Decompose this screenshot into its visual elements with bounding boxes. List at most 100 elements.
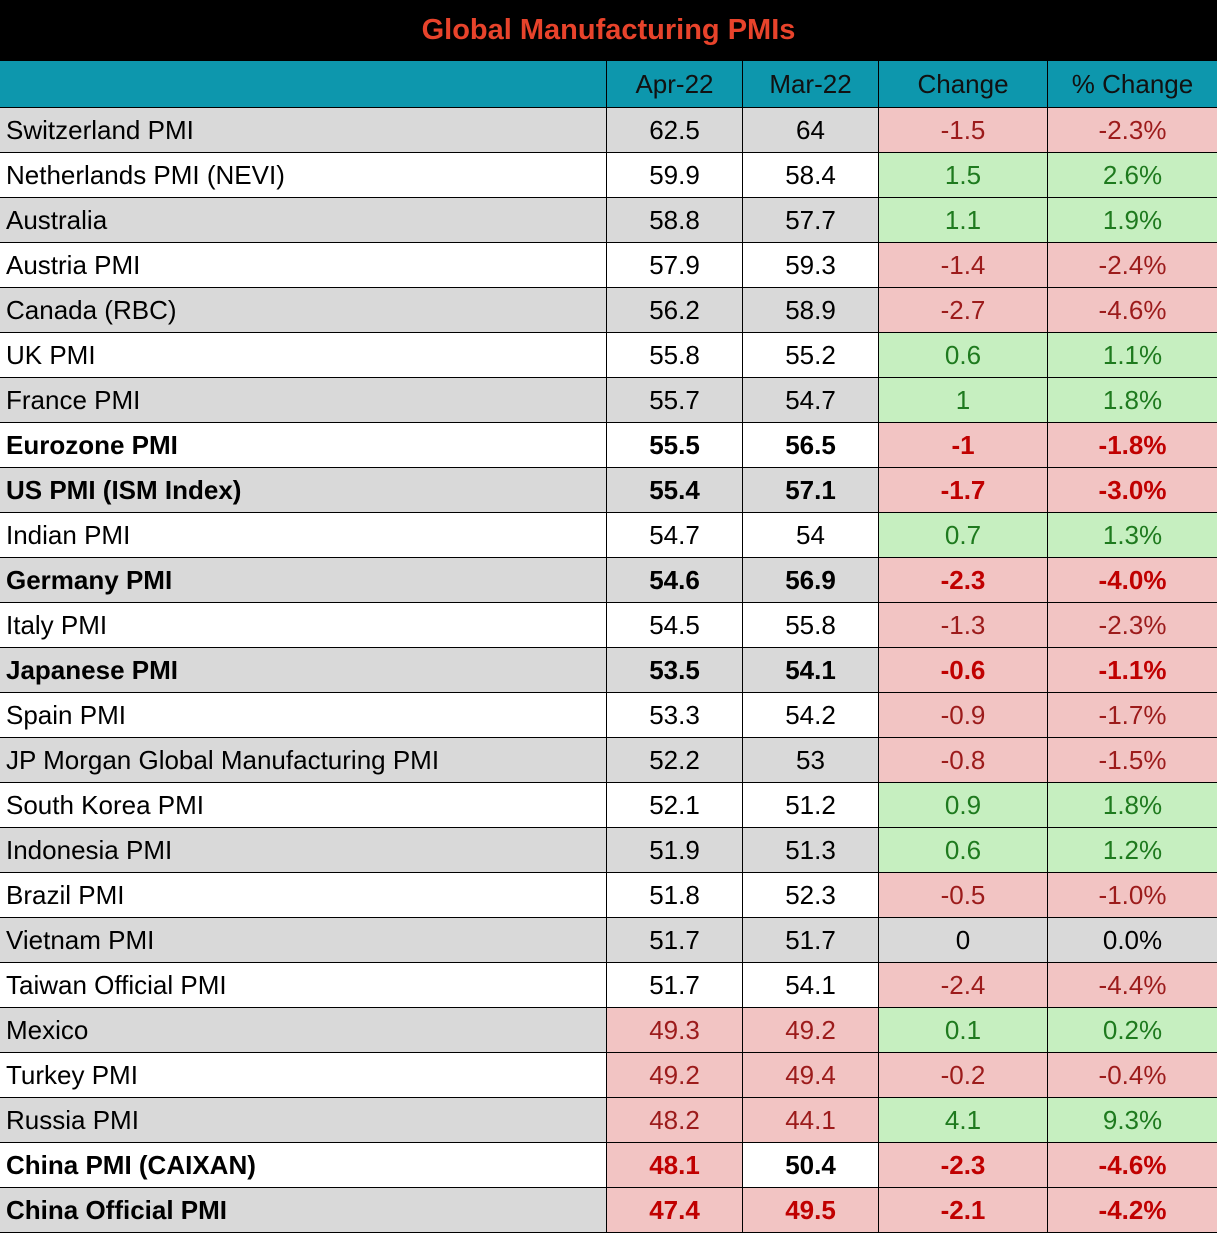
cell-change: 0.1 xyxy=(879,1008,1048,1052)
row-name: Switzerland PMI xyxy=(0,108,607,152)
cell-pct-change: 1.1% xyxy=(1048,333,1217,377)
row-name: Italy PMI xyxy=(0,603,607,647)
table-row: Canada (RBC) 56.2 58.9 -2.7 -4.6% xyxy=(0,288,1217,333)
table-row: Switzerland PMI 62.5 64 -1.5 -2.3% xyxy=(0,108,1217,153)
row-name: UK PMI xyxy=(0,333,607,377)
cell-pct-change: 1.9% xyxy=(1048,198,1217,242)
row-name: China PMI (CAIXAN) xyxy=(0,1143,607,1187)
row-name: Netherlands PMI (NEVI) xyxy=(0,153,607,197)
header-row: Apr-22 Mar-22 Change % Change xyxy=(0,61,1217,108)
cell-apr: 51.8 xyxy=(607,873,743,917)
cell-change: -0.5 xyxy=(879,873,1048,917)
cell-apr: 56.2 xyxy=(607,288,743,332)
cell-pct-change: -2.4% xyxy=(1048,243,1217,287)
cell-change: -0.2 xyxy=(879,1053,1048,1097)
cell-mar: 55.2 xyxy=(743,333,879,377)
cell-change: -2.1 xyxy=(879,1188,1048,1232)
cell-mar: 55.8 xyxy=(743,603,879,647)
cell-apr: 47.4 xyxy=(607,1188,743,1232)
table-row: UK PMI 55.8 55.2 0.6 1.1% xyxy=(0,333,1217,378)
table-row: Austria PMI 57.9 59.3 -1.4 -2.4% xyxy=(0,243,1217,288)
table-row: Mexico 49.3 49.2 0.1 0.2% xyxy=(0,1008,1217,1053)
cell-pct-change: 1.3% xyxy=(1048,513,1217,557)
cell-change: 1 xyxy=(879,378,1048,422)
cell-mar: 54 xyxy=(743,513,879,557)
table-row: JP Morgan Global Manufacturing PMI 52.2 53… xyxy=(0,738,1217,783)
table-row: Netherlands PMI (NEVI) 59.9 58.4 1.5 2.6% xyxy=(0,153,1217,198)
cell-apr: 55.8 xyxy=(607,333,743,377)
row-name: Russia PMI xyxy=(0,1098,607,1142)
cell-mar: 49.2 xyxy=(743,1008,879,1052)
cell-mar: 56.9 xyxy=(743,558,879,602)
cell-pct-change: 9.3% xyxy=(1048,1098,1217,1142)
cell-pct-change: -1.0% xyxy=(1048,873,1217,917)
cell-change: -1.5 xyxy=(879,108,1048,152)
cell-mar: 51.7 xyxy=(743,918,879,962)
cell-mar: 49.5 xyxy=(743,1188,879,1232)
table-row: Italy PMI 54.5 55.8 -1.3 -2.3% xyxy=(0,603,1217,648)
cell-mar: 53 xyxy=(743,738,879,782)
row-name: Austria PMI xyxy=(0,243,607,287)
table-row: Vietnam PMI 51.7 51.7 0 0.0% xyxy=(0,918,1217,963)
table-row: Taiwan Official PMI 51.7 54.1 -2.4 -4.4% xyxy=(0,963,1217,1008)
cell-pct-change: -4.0% xyxy=(1048,558,1217,602)
cell-pct-change: -4.6% xyxy=(1048,288,1217,332)
cell-pct-change: -4.4% xyxy=(1048,963,1217,1007)
row-name: JP Morgan Global Manufacturing PMI xyxy=(0,738,607,782)
cell-pct-change: 0.0% xyxy=(1102,924,1163,955)
cell-apr: 57.9 xyxy=(607,243,743,287)
row-name: Mexico xyxy=(0,1008,607,1052)
row-name: Turkey PMI xyxy=(0,1053,607,1097)
cell-apr: 59.9 xyxy=(607,153,743,197)
cell-apr: 54.6 xyxy=(607,558,743,602)
cell-pct-change: -2.3% xyxy=(1048,108,1217,152)
cell-mar: 54.7 xyxy=(743,378,879,422)
cell-mar: 51.2 xyxy=(743,783,879,827)
cell-apr: 53.5 xyxy=(607,648,743,692)
table-row: South Korea PMI 52.1 51.2 0.9 1.8% xyxy=(0,783,1217,828)
table-title: Global Manufacturing PMIs xyxy=(0,0,1217,61)
header-country xyxy=(0,61,607,107)
cell-change: -1 xyxy=(879,423,1048,467)
table-row: US PMI (ISM Index) 55.4 57.1 -1.7 -3.0% xyxy=(0,468,1217,513)
cell-apr: 51.7 xyxy=(607,963,743,1007)
cell-pct-change: -3.0% xyxy=(1048,468,1217,512)
cell-change: 0.7 xyxy=(879,513,1048,557)
cell-apr: 53.3 xyxy=(607,693,743,737)
header-pct-change: % Change xyxy=(1071,68,1194,99)
row-name: Indonesia PMI xyxy=(0,828,607,872)
cell-change: -2.7 xyxy=(879,288,1048,332)
cell-pct-change: 1.8% xyxy=(1048,783,1217,827)
header-change: Change xyxy=(879,61,1048,107)
cell-change: -2.3 xyxy=(879,558,1048,602)
cell-pct-change: 1.8% xyxy=(1048,378,1217,422)
cell-mar: 51.3 xyxy=(743,828,879,872)
cell-apr: 51.7 xyxy=(607,918,743,962)
row-name: Australia xyxy=(0,198,607,242)
table-row: China Official PMI 47.4 49.5 -2.1 -4.2% xyxy=(0,1188,1217,1233)
table-row: Eurozone PMI 55.5 56.5 -1 -1.8% xyxy=(0,423,1217,468)
table-row: Turkey PMI 49.2 49.4 -0.2 -0.4% xyxy=(0,1053,1217,1098)
cell-change: 0.6 xyxy=(879,333,1048,377)
cell-mar: 54.1 xyxy=(743,963,879,1007)
row-name: US PMI (ISM Index) xyxy=(0,468,607,512)
cell-pct-change: -2.3% xyxy=(1048,603,1217,647)
row-name: Japanese PMI xyxy=(0,648,607,692)
cell-mar: 57.7 xyxy=(743,198,879,242)
cell-mar: 54.2 xyxy=(743,693,879,737)
cell-change: -0.9 xyxy=(879,693,1048,737)
cell-apr: 58.8 xyxy=(607,198,743,242)
cell-change: -1.4 xyxy=(879,243,1048,287)
cell-change: 0.9 xyxy=(879,783,1048,827)
cell-apr: 62.5 xyxy=(607,108,743,152)
cell-change: 1.5 xyxy=(879,153,1048,197)
cell-pct-change: 2.6% xyxy=(1048,153,1217,197)
cell-pct-change: -4.6% xyxy=(1048,1143,1217,1187)
cell-apr: 48.1 xyxy=(607,1143,743,1187)
header-apr: Apr-22 xyxy=(607,61,743,107)
cell-mar: 64 xyxy=(743,108,879,152)
cell-pct-change: -1.8% xyxy=(1048,423,1217,467)
cell-pct-change: 1.2% xyxy=(1048,828,1217,872)
header-mar: Mar-22 xyxy=(743,61,879,107)
cell-apr: 52.2 xyxy=(607,738,743,782)
